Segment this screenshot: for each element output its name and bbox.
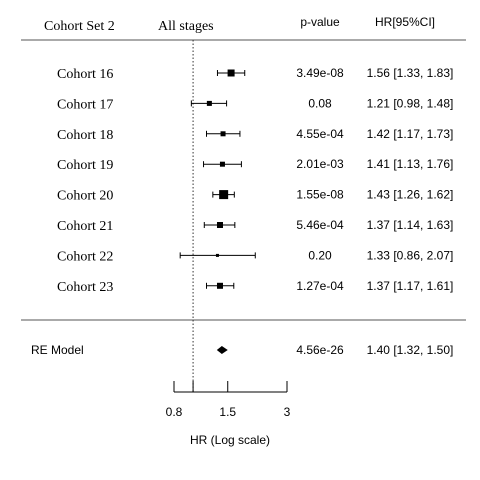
x-tick-label: 0.8	[166, 405, 183, 419]
study-row: Cohort 23 1.27e-04 1.37 [1.17, 1.61]	[57, 279, 453, 295]
point-estimate	[216, 222, 223, 228]
hr-ci-value: 1.21 [0.98, 1.48]	[367, 96, 454, 110]
point-estimate	[206, 100, 212, 106]
study-label: Cohort 23	[57, 280, 113, 295]
study-label: Cohort 19	[57, 158, 113, 173]
hr-ci-value: 1.43 [1.26, 1.62]	[367, 188, 454, 202]
hr-ci-value: 1.42 [1.17, 1.73]	[367, 127, 454, 141]
p-value: 1.27e-04	[296, 279, 344, 293]
study-row: Cohort 22 0.20 1.33 [0.86, 2.07]	[57, 248, 453, 264]
study-row: Cohort 19 2.01e-03 1.41 [1.13, 1.76]	[57, 157, 453, 173]
p-value: 4.55e-04	[296, 127, 344, 141]
hr-ci-value: 1.33 [0.86, 2.07]	[367, 248, 454, 262]
cohort-set-label: Cohort Set 2	[44, 19, 115, 34]
hr-ci-value: 1.41 [1.13, 1.76]	[367, 157, 454, 171]
hr-ci-value: 1.37 [1.17, 1.61]	[367, 279, 454, 293]
p-value: 0.20	[308, 248, 332, 262]
x-axis: 0.8 1.5 3	[166, 381, 291, 419]
p-value: 0.08	[308, 96, 332, 110]
p-value: 2.01e-03	[296, 157, 344, 171]
point-estimate	[220, 131, 226, 137]
study-label: Cohort 20	[57, 189, 113, 204]
point-estimate	[219, 161, 225, 167]
point-estimate	[215, 253, 219, 257]
study-row: Cohort 21 5.46e-04 1.37 [1.14, 1.63]	[57, 218, 453, 234]
pvalue-header: p-value	[300, 15, 340, 29]
p-value: 1.55e-08	[296, 188, 344, 202]
study-label: Cohort 16	[57, 67, 113, 82]
x-axis-label: HR (Log scale)	[190, 433, 270, 447]
stage-label: All stages	[158, 19, 214, 34]
study-label: Cohort 17	[57, 97, 113, 112]
x-tick-label: 3	[284, 405, 291, 419]
point-estimate	[219, 190, 229, 200]
p-value: 5.46e-04	[296, 218, 344, 232]
summary-diamond	[216, 346, 228, 354]
study-label: Cohort 22	[57, 249, 113, 264]
p-value: 3.49e-08	[296, 66, 344, 80]
study-row: Cohort 16 3.49e-08 1.56 [1.33, 1.83]	[57, 66, 453, 82]
study-label: Cohort 21	[57, 219, 113, 234]
point-estimate	[216, 282, 223, 289]
summary-p-value: 4.56e-26	[296, 343, 344, 357]
summary-label: RE Model	[31, 343, 84, 357]
point-estimate	[227, 69, 235, 77]
summary-hr-ci: 1.40 [1.32, 1.50]	[367, 343, 454, 357]
summary-row: RE Model 4.56e-26 1.40 [1.32, 1.50]	[31, 343, 453, 357]
hr-ci-value: 1.37 [1.14, 1.63]	[367, 218, 454, 232]
x-tick-label: 1.5	[219, 405, 236, 419]
study-row: Cohort 20 1.55e-08 1.43 [1.26, 1.62]	[57, 188, 453, 204]
hr-ci-value: 1.56 [1.33, 1.83]	[367, 66, 454, 80]
study-label: Cohort 18	[57, 128, 113, 143]
study-rows: Cohort 16 3.49e-08 1.56 [1.33, 1.83]Cohort…	[31, 40, 453, 392]
hr-ci-header: HR[95%CI]	[375, 15, 435, 29]
study-row: Cohort 18 4.55e-04 1.42 [1.17, 1.73]	[57, 127, 453, 143]
study-row: Cohort 17 0.08 1.21 [0.98, 1.48]	[57, 96, 453, 112]
